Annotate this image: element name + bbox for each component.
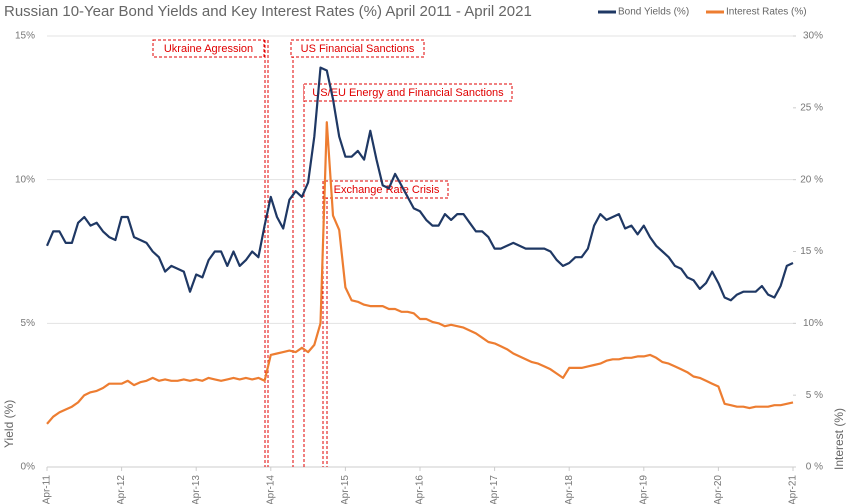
y2-tick-label: 15 % (800, 246, 823, 257)
y-axis-title: Yield (%) (2, 400, 16, 448)
y-tick-label: 15% (15, 31, 35, 42)
x-tick-label: Apr-12 (116, 475, 127, 504)
x-tick-label: Apr-17 (489, 475, 500, 504)
y2-tick-label: 30% (803, 31, 823, 42)
annotation-label: Ukraine Agression (164, 43, 253, 55)
annotation-box (152, 39, 265, 58)
y2-tick-label: 25 % (800, 102, 823, 113)
y2-tick-label: 10% (803, 318, 823, 329)
legend-label: Interest Rates (%) (726, 7, 807, 18)
chart-title: Russian 10-Year Bond Yields and Key Inte… (4, 3, 532, 20)
x-tick-label: Apr-15 (340, 475, 351, 504)
series-line (46, 121, 794, 425)
y-tick-label: 5% (21, 318, 36, 329)
y2-tick-label: 20 % (800, 174, 823, 185)
x-tick-label: Apr-14 (265, 475, 276, 504)
y-tick-label: 0% (21, 462, 36, 473)
annotation-label: US/EU Energy and Financial Sanctions (312, 87, 504, 99)
x-tick-label: Apr-21 (788, 475, 799, 504)
y2-axis-title: Interest (%) (832, 408, 846, 470)
y2-tick-label: 5 % (806, 390, 823, 401)
annotation-box (290, 39, 425, 58)
x-tick-label: Apr-18 (564, 475, 575, 504)
y2-tick-label: 0 % (806, 462, 823, 473)
x-tick-label: Apr-19 (638, 475, 649, 504)
x-tick-label: Apr-16 (415, 475, 426, 504)
x-tick-label: Apr-11 (42, 475, 53, 504)
series-line (45, 66, 794, 302)
x-tick-label: Apr-20 (713, 475, 724, 504)
annotation-label: Exchange Rate Crisis (334, 184, 440, 196)
annotation-label: US Financial Sanctions (301, 43, 415, 55)
x-tick-label: Apr-13 (191, 475, 202, 504)
annotation-box (303, 83, 513, 102)
legend-label: Bond Yields (%) (618, 7, 689, 18)
y-tick-label: 10% (15, 174, 35, 185)
